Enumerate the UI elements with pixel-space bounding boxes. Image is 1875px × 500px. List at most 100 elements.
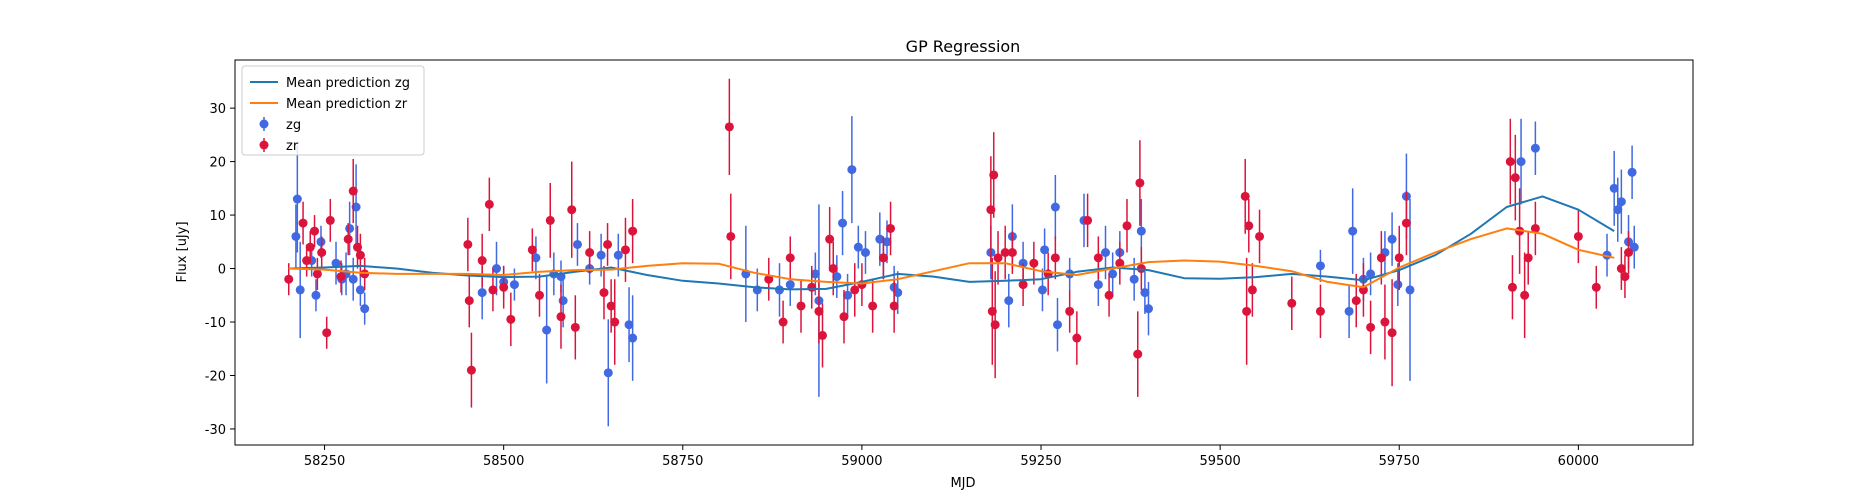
data-point-zr — [1287, 298, 1297, 308]
data-point-zr — [302, 256, 312, 266]
y-axis: -30 -20 -10 0 10 20 30 — [205, 102, 235, 438]
data-point-zr — [1007, 248, 1017, 257]
data-point-zr — [534, 290, 544, 300]
data-point-zr — [1573, 231, 1583, 241]
data-point-zr — [990, 320, 1000, 330]
data-point-zg — [843, 290, 853, 300]
data-point-zg — [785, 280, 795, 290]
x-axis-label: MJD — [950, 476, 975, 491]
data-point-zr — [606, 301, 616, 311]
data-point-zr — [1523, 253, 1533, 263]
legend-item-zg: zg — [259, 117, 301, 133]
data-point-zr — [868, 301, 878, 311]
legend-label: Mean prediction zg — [286, 76, 410, 91]
data-point-zr — [886, 223, 896, 233]
data-point-zg — [295, 285, 305, 295]
data-point-zr — [620, 245, 630, 255]
data-point-zg — [542, 325, 552, 335]
data-point-zr — [1135, 178, 1145, 188]
data-point-zg — [1037, 285, 1047, 295]
data-point-zr — [1115, 258, 1125, 268]
data-point-zr — [325, 215, 335, 225]
data-point-zg — [1129, 274, 1139, 284]
data-point-zg — [1616, 197, 1626, 207]
data-point-zr — [322, 328, 332, 338]
data-point-zr — [1240, 191, 1250, 201]
legend-marker-swatch — [259, 140, 269, 150]
data-point-zr — [1136, 264, 1146, 274]
data-point-zr — [1394, 253, 1404, 263]
legend-box — [241, 65, 425, 156]
data-point-zg — [596, 250, 606, 260]
data-point-zg — [1405, 285, 1415, 295]
legend-item-mean-prediction-zg: Mean prediction zg — [250, 76, 410, 91]
legend-label: zg — [286, 118, 301, 133]
data-point-zg — [1140, 288, 1150, 298]
y-tick-label: -30 — [205, 423, 226, 438]
data-point-zr — [603, 239, 613, 249]
data-point-zg — [1348, 226, 1358, 236]
data-point-zr — [1083, 215, 1093, 225]
data-point-zr — [1520, 290, 1530, 300]
data-point-zr — [499, 282, 509, 292]
data-point-zr — [464, 296, 474, 306]
data-point-zr — [310, 226, 320, 236]
data-point-zr — [796, 301, 806, 311]
data-point-zr — [1351, 296, 1361, 306]
data-point-zg — [882, 237, 892, 247]
data-point-zg — [1315, 261, 1325, 271]
y-tick-label: -10 — [205, 316, 226, 331]
data-point-zg — [1366, 269, 1376, 279]
data-point-zr — [348, 186, 358, 196]
data-point-zr — [484, 199, 494, 209]
data-point-zr — [1065, 306, 1075, 316]
data-point-zr — [298, 218, 308, 228]
data-point-zr — [1505, 157, 1515, 167]
data-point-zg — [1629, 242, 1639, 252]
data-point-zr — [466, 365, 476, 375]
data-point-zr — [1244, 221, 1254, 231]
data-point-zr — [778, 317, 788, 327]
data-point-zg — [1101, 248, 1111, 257]
data-point-zg — [1516, 157, 1526, 167]
x-tick-label: 58250 — [304, 454, 345, 469]
data-point-zg — [847, 165, 857, 175]
data-point-zg — [1613, 205, 1623, 215]
data-point-zr — [817, 330, 827, 340]
data-point-zr — [807, 282, 817, 292]
data-point-zr — [1093, 253, 1103, 263]
data-point-zg — [558, 296, 568, 306]
data-point-zr — [1072, 333, 1082, 343]
x-tick-label: 58750 — [662, 454, 703, 469]
data-point-zr — [1366, 322, 1376, 332]
legend: Mean prediction zg Mean prediction zr zg zr — [241, 65, 425, 156]
data-point-zr — [1616, 264, 1626, 274]
x-tick-label: 58500 — [483, 454, 524, 469]
data-point-zr — [1050, 253, 1060, 263]
data-point-zr — [1376, 253, 1386, 263]
data-point-zr — [610, 317, 620, 327]
data-point-zg — [311, 290, 321, 300]
data-point-zr — [305, 242, 315, 252]
x-tick-label: 59250 — [1020, 454, 1061, 469]
plot-area-frame — [234, 59, 1694, 446]
data-point-zr — [726, 231, 736, 241]
data-point-zr — [343, 234, 353, 244]
series-zr — [284, 78, 1634, 408]
x-tick-label: 59500 — [1199, 454, 1240, 469]
data-point-zr — [724, 122, 734, 132]
y-tick-label: 10 — [209, 209, 226, 224]
data-point-zg — [355, 285, 365, 295]
data-point-zg — [893, 288, 903, 298]
data-point-zr — [1242, 306, 1252, 316]
data-point-zg — [509, 280, 519, 290]
legend-label: zr — [286, 139, 299, 154]
data-point-zg — [613, 250, 623, 260]
y-axis-label: Flux [uJy] — [175, 221, 190, 282]
data-point-zg — [331, 258, 341, 268]
data-point-zr — [1018, 280, 1028, 290]
data-point-zg — [1393, 280, 1403, 290]
data-point-zg — [531, 253, 541, 263]
data-point-zg — [860, 248, 870, 257]
data-point-zg — [1040, 245, 1050, 255]
